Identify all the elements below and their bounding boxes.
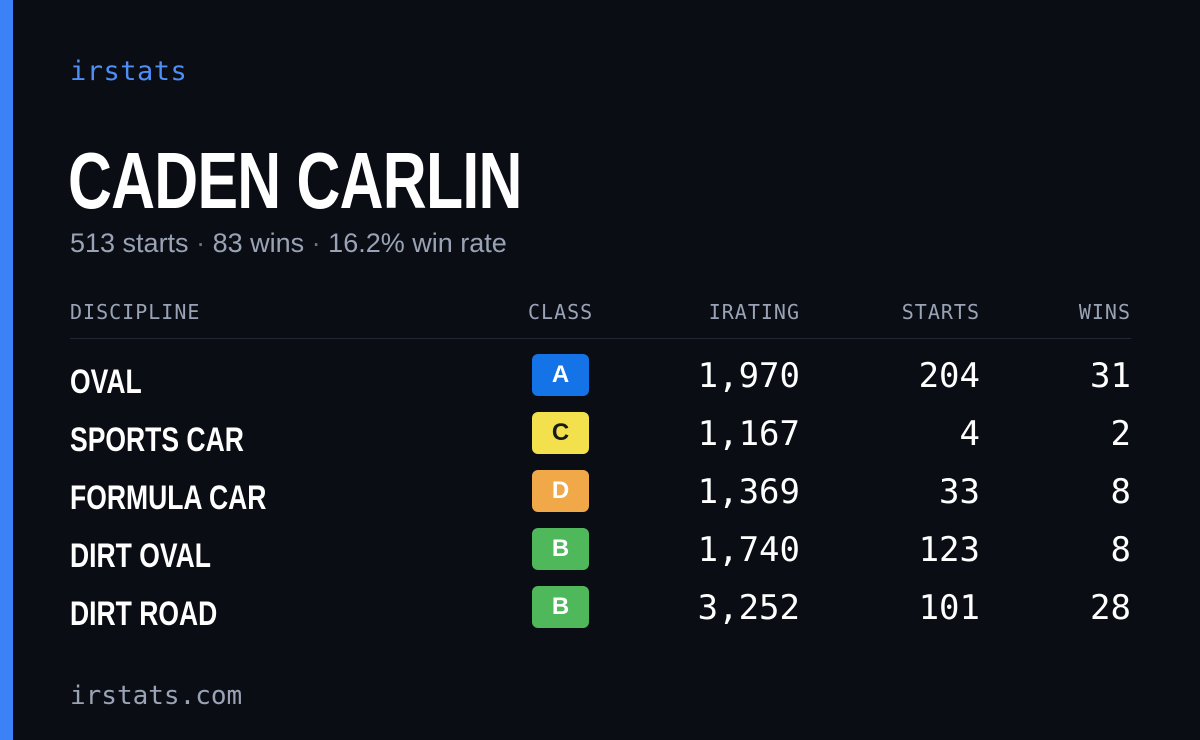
summary-separator: ·: [196, 228, 206, 258]
row-starts: 123: [918, 530, 980, 570]
driver-summary: 513 starts · 83 wins · 16.2% win rate: [70, 228, 507, 259]
accent-bar: [0, 0, 13, 740]
class-badge: C: [532, 412, 589, 454]
table-row: OVAL A 1,970 204 31: [70, 354, 1131, 412]
driver-name: CADEN CARLIN: [68, 136, 522, 225]
class-badge: A: [532, 354, 589, 396]
header-irating: IRATING: [708, 300, 800, 324]
table-header: DISCIPLINE CLASS IRATING STARTS WINS: [70, 300, 1131, 339]
header-starts: STARTS: [901, 300, 980, 324]
table-row: SPORTS CAR C 1,167 4 2: [70, 412, 1131, 470]
header-discipline: DISCIPLINE: [70, 300, 201, 324]
row-irating: 1,369: [697, 472, 800, 512]
row-starts: 204: [918, 356, 980, 396]
row-discipline: FORMULA CAR: [70, 479, 267, 517]
row-starts: 33: [939, 472, 980, 512]
row-starts: 4: [959, 414, 980, 454]
header-class: CLASS: [528, 300, 594, 324]
summary-separator: ·: [311, 228, 321, 258]
brand-logo-text: irstats: [70, 56, 188, 87]
summary-wins: 83 wins: [212, 228, 305, 258]
summary-winrate: 16.2% win rate: [328, 228, 507, 258]
row-wins: 8: [1110, 530, 1131, 570]
row-irating: 1,167: [697, 414, 800, 454]
row-discipline: OVAL: [70, 363, 142, 401]
table-row: DIRT OVAL B 1,740 123 8: [70, 528, 1131, 586]
class-badge: B: [532, 586, 589, 628]
row-discipline: SPORTS CAR: [70, 421, 244, 459]
table-row: DIRT ROAD B 3,252 101 28: [70, 586, 1131, 644]
row-wins: 8: [1110, 472, 1131, 512]
footer-url: irstats.com: [70, 681, 243, 711]
header-wins: WINS: [1078, 300, 1131, 324]
row-starts: 101: [918, 588, 980, 628]
row-wins: 28: [1090, 588, 1131, 628]
row-irating: 1,970: [697, 356, 800, 396]
row-discipline: DIRT ROAD: [70, 595, 218, 633]
table-row: FORMULA CAR D 1,369 33 8: [70, 470, 1131, 528]
row-irating: 1,740: [697, 530, 800, 570]
row-wins: 2: [1110, 414, 1131, 454]
summary-starts: 513 starts: [70, 228, 189, 258]
class-badge: D: [532, 470, 589, 512]
row-discipline: DIRT OVAL: [70, 537, 211, 575]
class-badge: B: [532, 528, 589, 570]
row-wins: 31: [1090, 356, 1131, 396]
row-irating: 3,252: [697, 588, 800, 628]
